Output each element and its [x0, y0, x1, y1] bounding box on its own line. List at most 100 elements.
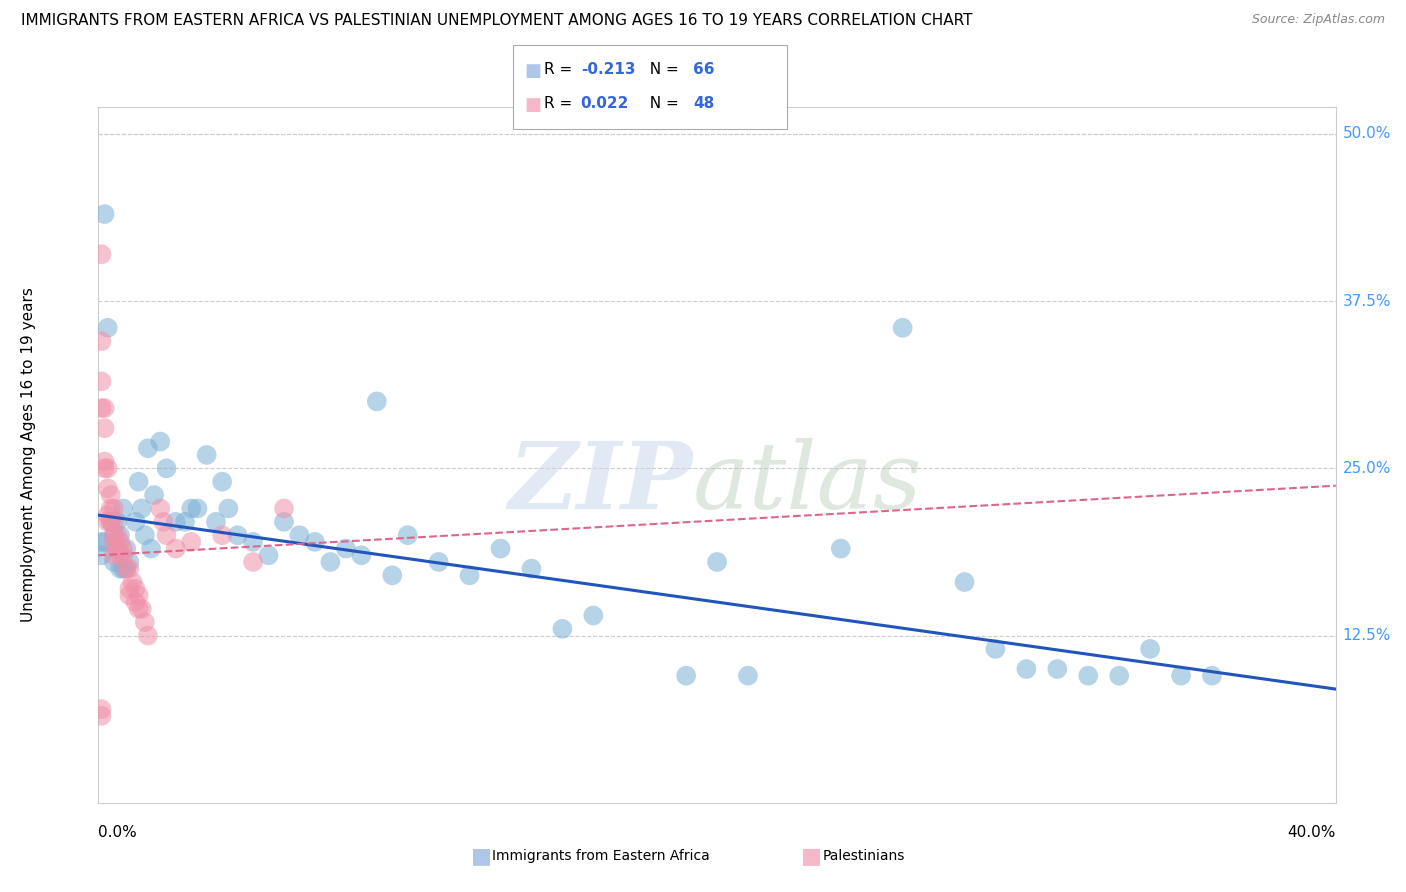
Text: N =: N = — [640, 62, 683, 78]
Point — [136, 442, 159, 456]
Text: 37.5%: 37.5% — [1343, 293, 1391, 309]
Point — [103, 528, 125, 542]
Point — [100, 488, 122, 502]
Point — [100, 515, 122, 529]
Point — [112, 562, 135, 576]
Point — [1015, 662, 1038, 676]
Point — [458, 568, 481, 582]
Point — [675, 669, 697, 683]
Point — [149, 501, 172, 516]
Point — [582, 608, 605, 623]
Point — [105, 541, 128, 556]
Point — [97, 508, 120, 523]
Point — [304, 535, 326, 549]
Point — [984, 642, 1007, 657]
Point — [100, 515, 122, 529]
Point — [139, 541, 162, 556]
Point — [103, 515, 125, 529]
Point — [93, 401, 115, 416]
Point — [1170, 669, 1192, 683]
Text: ■: ■ — [471, 847, 492, 866]
Point — [551, 622, 574, 636]
Point — [134, 528, 156, 542]
Point — [149, 434, 172, 449]
Point — [128, 475, 150, 489]
Text: 48: 48 — [693, 96, 714, 112]
Point — [288, 528, 311, 542]
Text: Source: ZipAtlas.com: Source: ZipAtlas.com — [1251, 13, 1385, 27]
Point — [90, 334, 112, 349]
Text: 66: 66 — [693, 62, 714, 78]
Point — [90, 702, 112, 716]
Point — [366, 394, 388, 409]
Point — [93, 461, 115, 475]
Point — [211, 475, 233, 489]
Point — [134, 615, 156, 630]
Point — [186, 501, 208, 516]
Point — [108, 528, 131, 542]
Text: ■: ■ — [801, 847, 823, 866]
Point — [93, 455, 115, 469]
Point — [112, 541, 135, 556]
Point — [891, 321, 914, 335]
Point — [830, 541, 852, 556]
Point — [136, 628, 159, 642]
Point — [1046, 662, 1069, 676]
Point — [165, 515, 187, 529]
Point — [211, 528, 233, 542]
Point — [103, 528, 125, 542]
Point — [155, 528, 177, 542]
Point — [273, 501, 295, 516]
Point — [93, 207, 115, 221]
Text: Immigrants from Eastern Africa: Immigrants from Eastern Africa — [492, 849, 710, 863]
Point — [737, 669, 759, 683]
Point — [1108, 669, 1130, 683]
Point — [103, 548, 125, 563]
Point — [90, 708, 112, 723]
Point — [108, 548, 131, 563]
Point — [1139, 642, 1161, 657]
Point — [90, 401, 112, 416]
Text: 12.5%: 12.5% — [1343, 628, 1391, 643]
Point — [1201, 669, 1223, 683]
Point — [226, 528, 249, 542]
Point — [128, 589, 150, 603]
Text: ZIP: ZIP — [508, 438, 692, 528]
Point — [93, 535, 115, 549]
Point — [124, 582, 146, 596]
Point — [100, 501, 122, 516]
Point — [90, 535, 112, 549]
Point — [242, 555, 264, 569]
Point — [118, 582, 141, 596]
Point — [103, 501, 125, 516]
Text: 0.0%: 0.0% — [98, 825, 138, 840]
Point — [90, 375, 112, 389]
Point — [165, 541, 187, 556]
Text: N =: N = — [640, 96, 683, 112]
Point — [115, 562, 138, 576]
Text: 40.0%: 40.0% — [1288, 825, 1336, 840]
Point — [118, 589, 141, 603]
Point — [953, 575, 976, 590]
Point — [217, 501, 239, 516]
Point — [489, 541, 512, 556]
Text: ■: ■ — [524, 96, 541, 114]
Text: ■: ■ — [524, 62, 541, 80]
Point — [381, 568, 404, 582]
Point — [97, 482, 120, 496]
Text: -0.213: -0.213 — [581, 62, 636, 78]
Point — [350, 548, 373, 563]
Point — [396, 528, 419, 542]
Point — [108, 535, 131, 549]
Point — [152, 515, 174, 529]
Text: R =: R = — [544, 62, 578, 78]
Point — [1077, 669, 1099, 683]
Text: 25.0%: 25.0% — [1343, 461, 1391, 475]
Point — [118, 555, 141, 569]
Point — [108, 562, 131, 576]
Point — [205, 515, 228, 529]
Point — [93, 421, 115, 435]
Point — [174, 515, 197, 529]
Point — [124, 595, 146, 609]
Text: Palestinians: Palestinians — [823, 849, 905, 863]
